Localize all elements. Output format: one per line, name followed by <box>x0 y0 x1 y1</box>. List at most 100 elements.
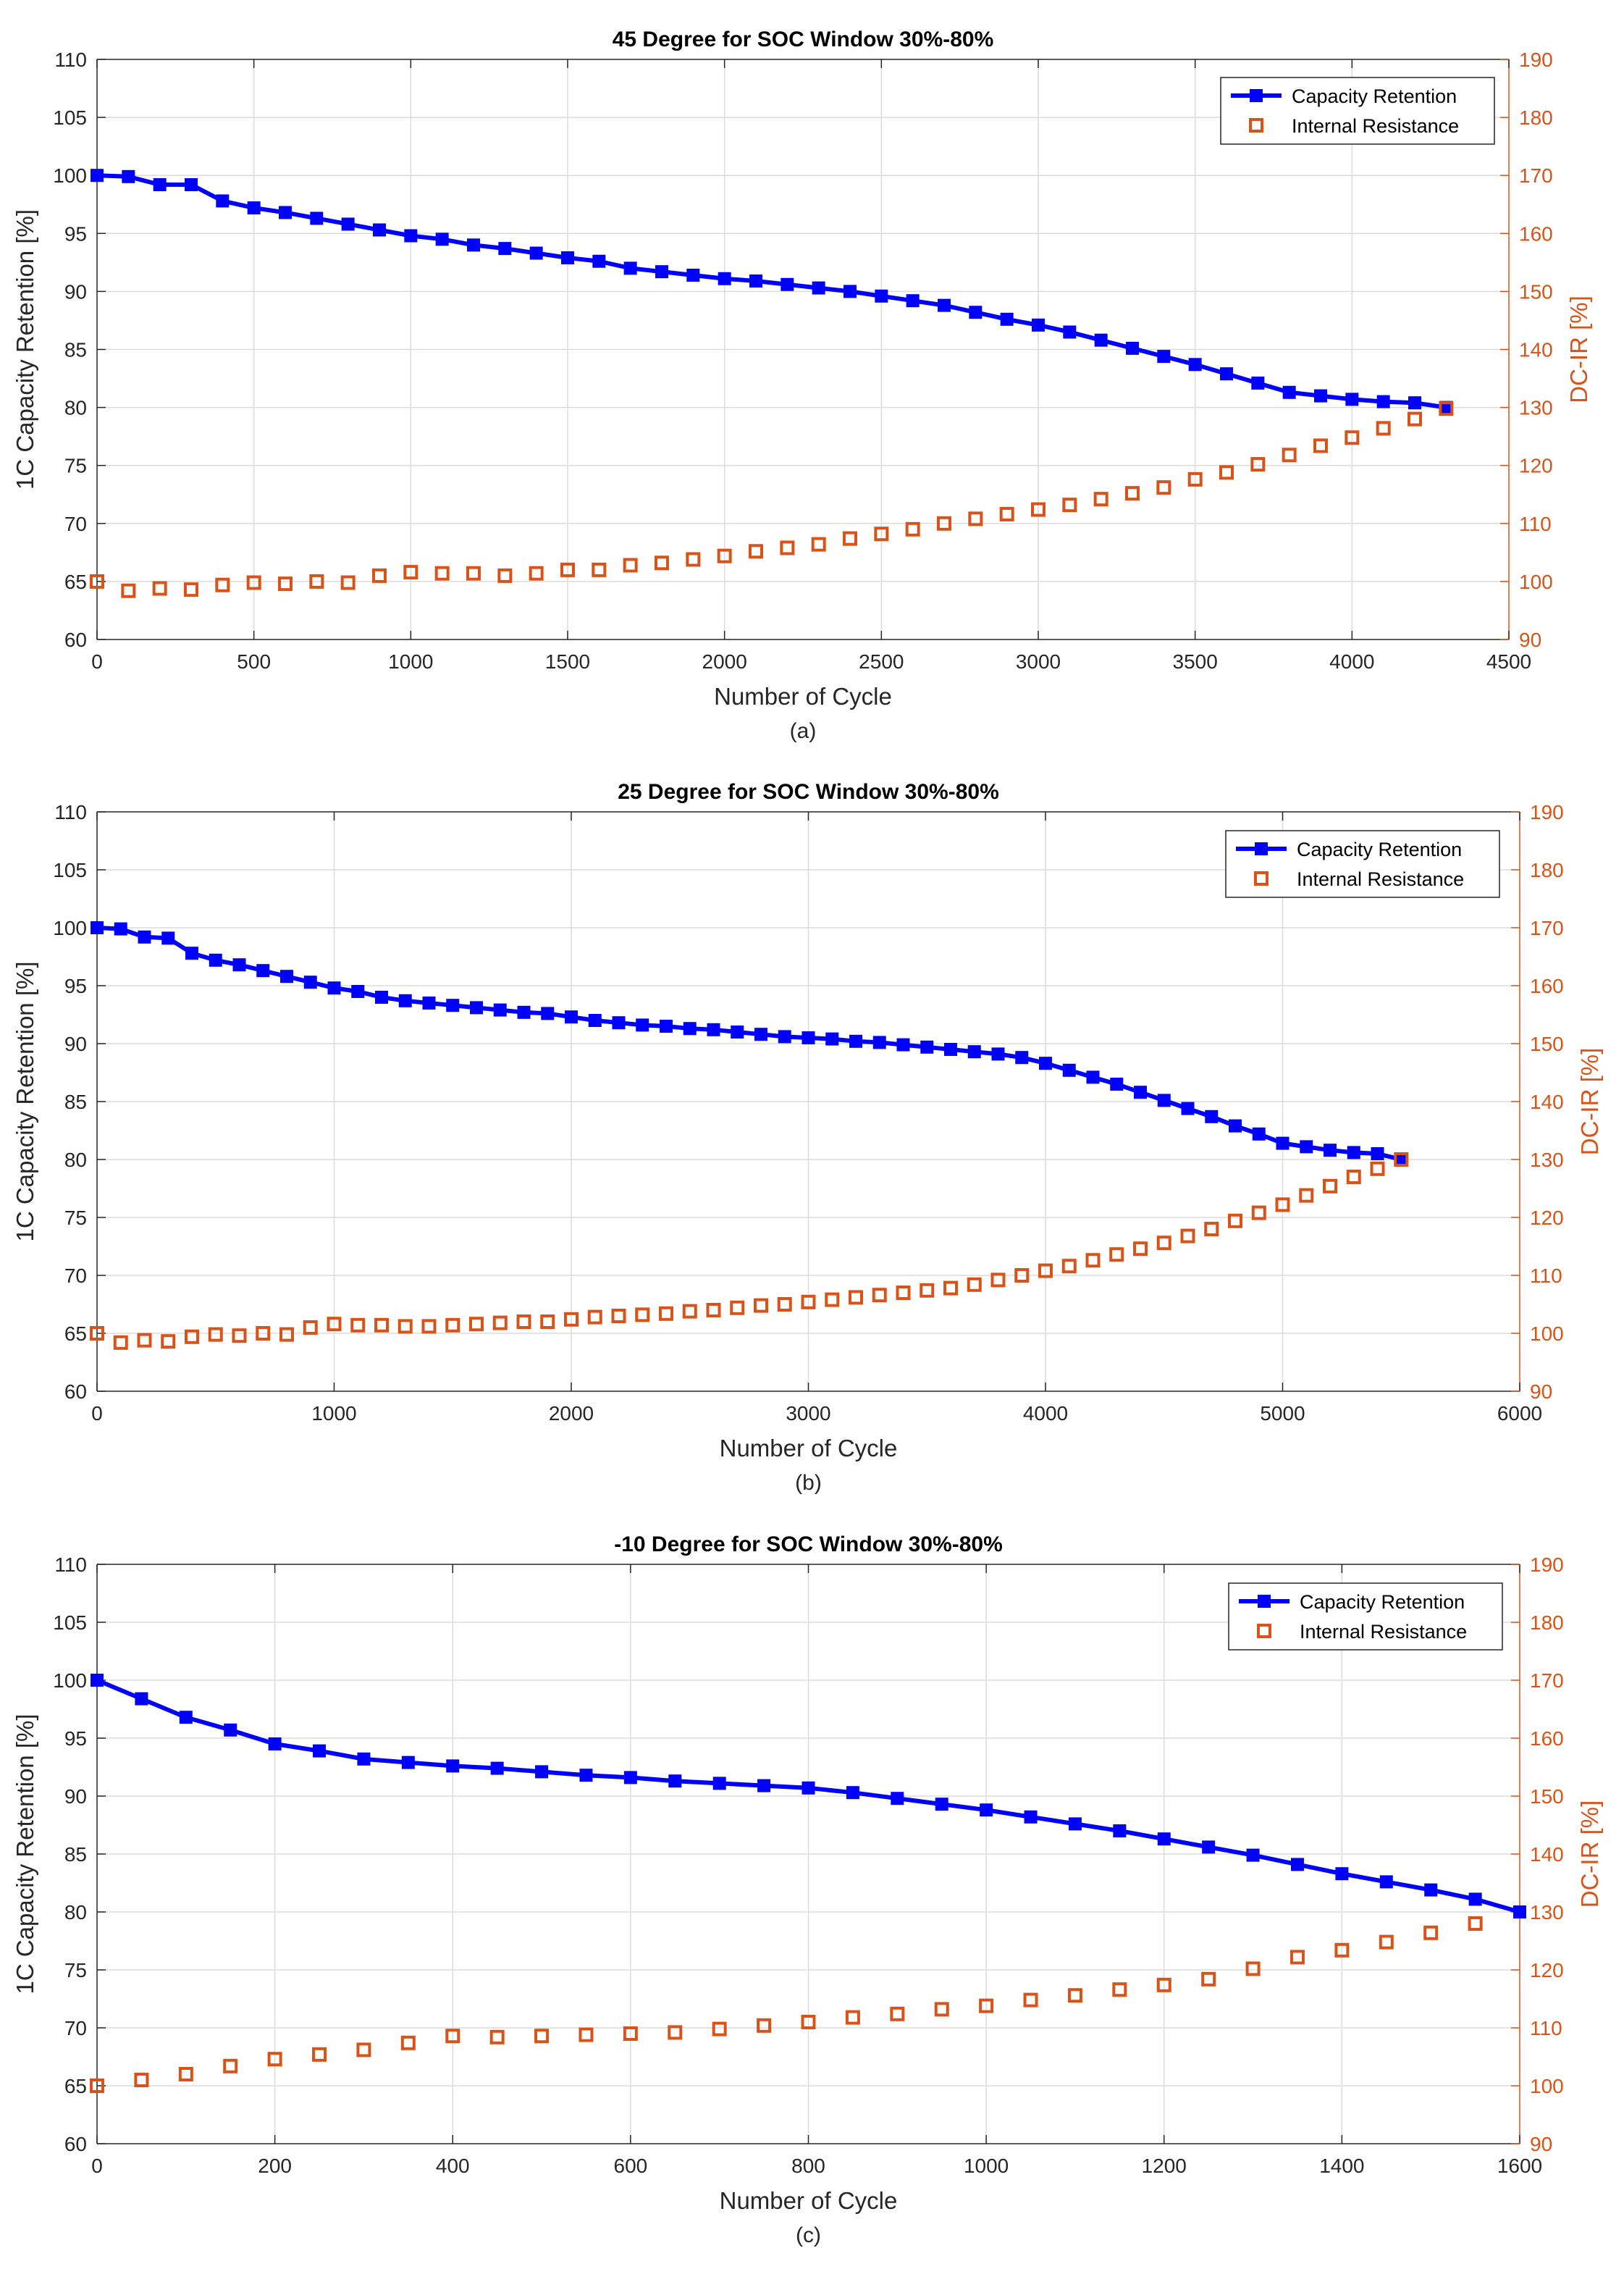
capacity-retention-point <box>896 1038 910 1052</box>
capacity-retention-point <box>224 1723 237 1737</box>
right-y-axis-label: DC-IR [%] <box>1576 1048 1603 1156</box>
internal-resistance-point <box>1219 465 1234 480</box>
capacity-retention-point <box>802 1781 815 1795</box>
capacity-retention-point <box>279 206 292 219</box>
capacity-retention-point <box>91 169 104 183</box>
internal-resistance-point <box>1204 1222 1219 1236</box>
right-y-tick-label: 110 <box>1530 2017 1562 2039</box>
capacity-retention-point <box>686 268 700 282</box>
internal-resistance-point <box>246 575 261 590</box>
y-tick-label: 60 <box>64 629 87 651</box>
capacity-retention-point <box>1000 312 1014 326</box>
internal-resistance-point <box>686 552 701 567</box>
left-y-axis-label: 1C Capacity Retention [%] <box>12 209 38 490</box>
right-y-tick-label: 120 <box>1530 1959 1564 1981</box>
x-tick-label: 0 <box>91 650 103 673</box>
right-y-tick-label: 150 <box>1530 1033 1564 1055</box>
capacity-retention-point <box>268 1737 282 1750</box>
capacity-retention-point <box>404 229 418 243</box>
capacity-retention-point <box>375 991 388 1004</box>
internal-resistance-point <box>592 562 607 577</box>
x-tick-label: 3500 <box>1173 650 1218 673</box>
capacity-retention-point <box>135 1692 148 1706</box>
internal-resistance-point <box>843 531 857 546</box>
right-y-tick-label: 190 <box>1530 801 1564 823</box>
capacity-retention-point <box>1394 1153 1408 1166</box>
internal-resistance-point <box>303 1320 318 1335</box>
internal-resistance-point <box>968 511 983 527</box>
internal-resistance-point <box>1251 1205 1266 1220</box>
internal-resistance-point <box>1187 471 1203 487</box>
capacity-retention-point <box>435 232 449 246</box>
y-tick-label: 90 <box>64 1033 87 1055</box>
capacity-retention-point <box>754 1028 767 1041</box>
internal-resistance-point <box>327 1317 342 1332</box>
right-y-tick-label: 170 <box>1519 164 1553 187</box>
x-axis-label: Number of Cycle <box>720 1435 898 1461</box>
capacity-retention-point <box>906 294 920 308</box>
right-y-tick-label: 180 <box>1519 106 1553 129</box>
right-y-tick-label: 140 <box>1519 339 1553 361</box>
internal-resistance-point <box>937 516 951 531</box>
chart-title: 25 Degree for SOC Window 30%-80% <box>618 780 999 804</box>
legend-marker-capacity <box>1250 89 1263 102</box>
capacity-retention-point <box>1181 1102 1195 1115</box>
internal-resistance-point <box>279 1327 294 1342</box>
capacity-retention-point <box>579 1769 593 1782</box>
right-y-tick-label: 180 <box>1530 1611 1564 1634</box>
internal-resistance-point <box>1408 411 1422 427</box>
capacity-retention-point <box>114 922 127 936</box>
x-tick-label: 0 <box>91 2155 103 2177</box>
y-tick-label: 95 <box>64 1727 87 1750</box>
capacity-retention-point <box>623 261 637 275</box>
capacity-retention-point <box>1408 396 1421 410</box>
internal-resistance-point <box>872 1288 887 1303</box>
internal-resistance-point <box>1289 1950 1305 1965</box>
capacity-retention-point <box>623 1771 637 1784</box>
internal-resistance-point <box>278 576 293 592</box>
capacity-retention-point <box>535 1765 549 1779</box>
legend-box <box>1220 77 1495 145</box>
right-y-axis-label: DC-IR [%] <box>1565 295 1592 403</box>
internal-resistance-point <box>469 1317 484 1332</box>
right-y-tick-label: 170 <box>1530 1669 1564 1692</box>
internal-resistance-point <box>400 2035 416 2050</box>
legend-label-capacity: Capacity Retention <box>1300 1591 1465 1613</box>
internal-resistance-point <box>1439 401 1454 416</box>
capacity-retention-point <box>872 1036 886 1049</box>
x-tick-label: 2500 <box>859 650 904 673</box>
internal-resistance-point <box>1156 480 1171 495</box>
internal-resistance-point <box>445 2029 460 2044</box>
capacity-retention-point <box>1188 358 1202 372</box>
legend-box <box>1225 830 1500 898</box>
internal-resistance-point <box>497 568 513 583</box>
internal-resistance-point <box>232 1328 247 1343</box>
right-y-tick-label: 100 <box>1519 571 1553 593</box>
internal-resistance-point <box>1014 1268 1030 1283</box>
internal-resistance-point <box>896 1286 911 1300</box>
internal-resistance-point <box>208 1327 223 1342</box>
capacity-retention-point <box>891 1792 904 1805</box>
internal-resistance-point <box>611 1309 626 1323</box>
internal-resistance-point <box>421 1319 437 1334</box>
internal-resistance-point <box>374 1317 389 1333</box>
capacity-retention-point <box>565 1010 578 1024</box>
legend-marker-resistance <box>1254 871 1269 886</box>
y-tick-label: 90 <box>64 280 87 303</box>
x-tick-label: 4500 <box>1486 650 1531 673</box>
capacity-retention-point <box>1300 1140 1313 1154</box>
legend-marker-resistance <box>1249 118 1263 133</box>
right-y-tick-label: 190 <box>1519 49 1553 71</box>
capacity-retention-point <box>1113 1824 1127 1837</box>
y-tick-label: 100 <box>53 164 87 187</box>
capacity-retention-point <box>592 254 606 268</box>
left-y-axis-label: 1C Capacity Retention [%] <box>12 961 38 1241</box>
internal-resistance-point <box>943 1280 958 1296</box>
capacity-retention-point <box>1276 1136 1289 1150</box>
internal-resistance-point <box>1394 1152 1409 1167</box>
capacity-retention-point <box>1379 1875 1393 1889</box>
capacity-retention-point <box>991 1047 1005 1061</box>
internal-resistance-point <box>668 2025 683 2040</box>
x-tick-label: 1500 <box>545 650 590 673</box>
